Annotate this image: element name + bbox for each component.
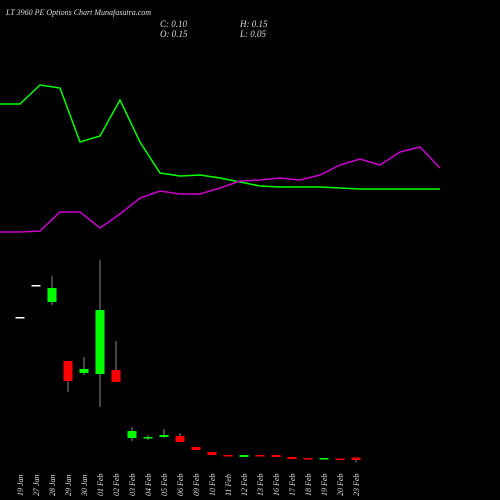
candle-body xyxy=(335,458,345,460)
x-tick-label: 10 Feb xyxy=(208,474,217,496)
candle-body xyxy=(159,435,169,437)
x-tick-label: 05 Feb xyxy=(160,474,169,496)
x-tick-label: 16 Feb xyxy=(272,474,281,496)
x-tick-label: 04 Feb xyxy=(144,474,153,496)
info-close: C: 0.10 xyxy=(160,19,188,29)
candle-body xyxy=(223,455,233,457)
x-tick-label: 01 Feb xyxy=(96,474,105,496)
x-tick-label: 29 Jan xyxy=(64,474,73,496)
candle-body xyxy=(239,455,249,457)
info-high: H: 0.15 xyxy=(239,19,268,29)
x-tick-label: 23 Feb xyxy=(352,474,361,496)
candle-body xyxy=(15,317,25,319)
x-tick-label: 09 Feb xyxy=(192,474,201,496)
x-tick-label: 27 Jan xyxy=(32,474,41,496)
x-tick-label: 30 Jan xyxy=(80,474,89,497)
candle-body xyxy=(207,452,217,455)
x-tick-label: 18 Feb xyxy=(304,474,313,496)
x-tick-label: 19 Jan xyxy=(16,474,25,496)
x-tick-label: 17 Feb xyxy=(288,474,297,496)
chart-title: LT 3960 PE Options Chart Munafasutra.com xyxy=(5,8,151,17)
x-tick-label: 20 Feb xyxy=(336,474,345,496)
x-tick-label: 06 Feb xyxy=(176,474,185,496)
candle-body xyxy=(319,458,329,460)
x-tick-label: 28 Jan xyxy=(48,474,57,496)
candle-body xyxy=(79,369,89,373)
candle-body xyxy=(31,285,41,287)
candle-body xyxy=(191,447,201,450)
candle-body xyxy=(255,455,265,457)
candle-body xyxy=(287,457,297,459)
info-open: O: 0.15 xyxy=(160,29,188,39)
candle-body xyxy=(127,431,137,438)
x-tick-label: 11 Feb xyxy=(224,474,233,496)
candle-body xyxy=(175,436,185,442)
x-tick-label: 19 Feb xyxy=(320,474,329,496)
candle-body xyxy=(63,361,73,381)
indicator-line xyxy=(0,146,441,233)
candle-body xyxy=(303,458,313,460)
candle-body xyxy=(351,457,361,460)
indicator-line xyxy=(0,84,440,190)
candle-body xyxy=(47,288,57,302)
x-tick-label: 03 Feb xyxy=(128,474,137,496)
candle-body xyxy=(95,310,105,374)
info-low: L: 0.05 xyxy=(239,29,267,39)
candle-body xyxy=(143,437,153,439)
x-tick-label: 13 Feb xyxy=(256,474,265,496)
x-tick-label: 02 Feb xyxy=(112,474,121,496)
x-tick-label: 12 Feb xyxy=(240,474,249,496)
candle-body xyxy=(271,455,281,457)
candle-body xyxy=(111,370,121,382)
